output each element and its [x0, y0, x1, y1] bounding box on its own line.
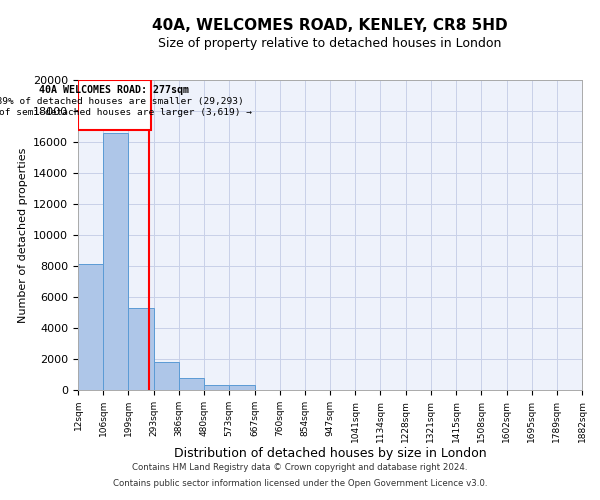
- FancyBboxPatch shape: [78, 80, 151, 130]
- Text: Size of property relative to detached houses in London: Size of property relative to detached ho…: [158, 38, 502, 51]
- Y-axis label: Number of detached properties: Number of detached properties: [17, 148, 28, 322]
- Bar: [78, 264, 103, 390]
- Bar: [179, 378, 204, 390]
- Bar: [128, 308, 154, 390]
- Bar: [103, 132, 128, 390]
- Text: ← 89% of detached houses are smaller (29,293): ← 89% of detached houses are smaller (29…: [0, 97, 244, 106]
- X-axis label: Distribution of detached houses by size in London: Distribution of detached houses by size …: [173, 448, 487, 460]
- Text: Contains HM Land Registry data © Crown copyright and database right 2024.: Contains HM Land Registry data © Crown c…: [132, 464, 468, 472]
- Text: Contains public sector information licensed under the Open Government Licence v3: Contains public sector information licen…: [113, 478, 487, 488]
- Text: 40A WELCOMES ROAD: 277sqm: 40A WELCOMES ROAD: 277sqm: [40, 86, 190, 96]
- Bar: [154, 362, 179, 390]
- Text: 40A, WELCOMES ROAD, KENLEY, CR8 5HD: 40A, WELCOMES ROAD, KENLEY, CR8 5HD: [152, 18, 508, 32]
- Bar: [229, 386, 254, 390]
- Bar: [204, 386, 229, 390]
- Text: 11% of semi-detached houses are larger (3,619) →: 11% of semi-detached houses are larger (…: [0, 108, 253, 117]
